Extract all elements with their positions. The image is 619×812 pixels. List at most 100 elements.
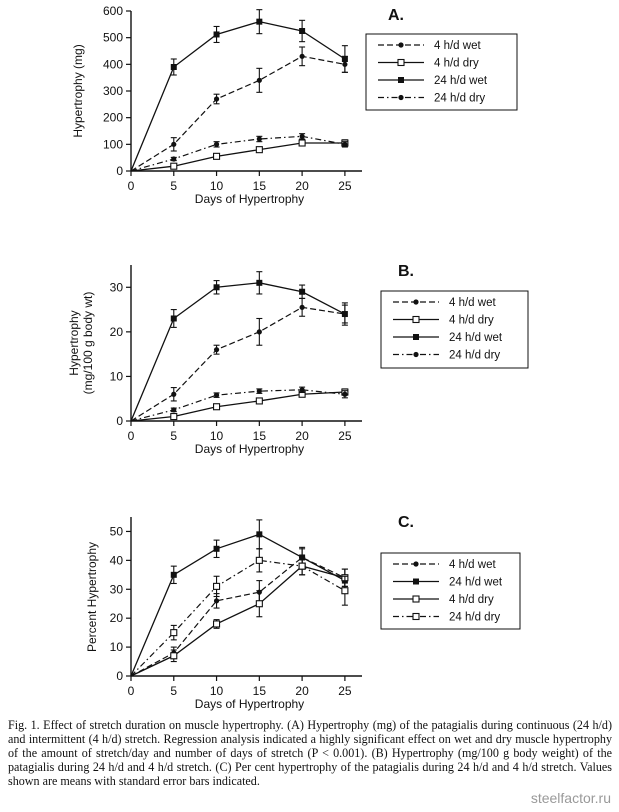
y-tick-label: 100 <box>103 137 123 151</box>
x-tick-label: 0 <box>128 684 135 698</box>
data-point <box>298 562 306 570</box>
legend-label: 4 h/d dry <box>449 315 494 327</box>
y-axis-label: Percent Hypertrophy <box>85 542 99 652</box>
y-tick-label: 10 <box>110 369 124 383</box>
data-point <box>213 403 221 411</box>
series-1 <box>130 548 348 677</box>
legend-marker <box>412 595 420 603</box>
data-point <box>170 162 178 170</box>
data-point <box>256 136 262 142</box>
series-4 <box>130 133 348 172</box>
data-point <box>213 620 221 628</box>
series-4 <box>130 386 348 422</box>
data-point <box>171 141 177 147</box>
legend-marker <box>413 578 419 585</box>
y-tick-label: 600 <box>103 4 123 18</box>
series-2 <box>130 388 349 422</box>
chart-panel-3: 0 10 20 30 40 50 0 5 10 15 20 25 Days of Hypertrophy… <box>85 514 521 711</box>
data-point <box>213 31 220 38</box>
x-tick-label: 15 <box>253 429 267 443</box>
x-axis-label: Days of Hypertrophy <box>195 192 304 206</box>
x-tick-label: 20 <box>295 429 309 443</box>
y-tick-label: 20 <box>110 325 124 339</box>
series-line <box>130 565 346 677</box>
series-line <box>130 282 346 422</box>
data-point <box>256 279 263 286</box>
legend: 4 h/d wet 4 h/d dry 24 h/d wet 24 h/d dry <box>380 290 529 369</box>
data-point <box>299 288 306 295</box>
data-point <box>255 397 263 405</box>
series-1 <box>130 297 348 422</box>
data-point <box>213 347 220 353</box>
panel-label: B. <box>398 263 414 280</box>
legend-marker <box>398 42 404 48</box>
series-4 <box>130 548 349 677</box>
chart-panel-1: 0 100 200 300 400 500 600 0 5 10 15 20 25 Days of Hyp… <box>71 4 518 206</box>
data-point <box>256 329 262 335</box>
x-tick-label: 0 <box>128 429 135 443</box>
data-point <box>171 156 177 162</box>
y-tick-label: 0 <box>116 669 123 683</box>
series-line <box>130 142 345 172</box>
legend-box <box>365 33 518 111</box>
data-point <box>170 652 178 660</box>
legend-label: 4 h/d dry <box>449 594 494 606</box>
panel-label: A. <box>388 7 404 24</box>
data-point <box>170 64 177 70</box>
x-tick-label: 15 <box>253 684 267 698</box>
data-point <box>171 391 177 397</box>
x-tick-label: 10 <box>210 429 224 443</box>
y-tick-label: 10 <box>110 640 124 654</box>
y-tick-label: 30 <box>110 280 124 294</box>
data-point <box>342 391 348 397</box>
x-tick-label: 20 <box>295 684 309 698</box>
y-tick-label: 400 <box>103 57 123 71</box>
legend-label: 4 h/d wet <box>434 40 481 52</box>
data-point <box>342 141 348 147</box>
series-line <box>130 55 345 172</box>
data-point <box>255 556 263 564</box>
series-line <box>130 533 346 677</box>
series-line <box>130 306 345 422</box>
y-tick-label: 200 <box>103 111 123 125</box>
data-point <box>256 77 262 83</box>
y-tick-label: 30 <box>110 582 124 596</box>
series-3 <box>130 271 348 422</box>
x-tick-label: 15 <box>253 179 267 193</box>
data-point <box>170 571 177 578</box>
data-point <box>299 387 305 393</box>
legend-box <box>380 552 521 630</box>
series-3 <box>130 9 348 172</box>
data-point <box>341 587 349 595</box>
data-point <box>341 311 348 318</box>
data-point <box>170 629 178 637</box>
data-point <box>255 600 263 608</box>
legend: 4 h/d wet 4 h/d dry 24 h/d wet 24 h/d dry <box>365 33 518 111</box>
data-point <box>256 388 262 394</box>
data-point <box>299 304 305 310</box>
y-tick-label: 50 <box>110 524 124 538</box>
x-tick-label: 10 <box>210 179 224 193</box>
data-point <box>299 28 306 34</box>
x-tick-label: 25 <box>338 684 352 698</box>
legend-marker <box>412 612 420 621</box>
series-line <box>130 391 345 422</box>
series-line <box>130 556 346 677</box>
data-point <box>213 582 221 590</box>
data-point <box>213 392 220 398</box>
series-2 <box>130 519 348 677</box>
series-1 <box>130 46 348 172</box>
y-tick-label: 20 <box>110 611 124 625</box>
legend-label: 24 h/d dry <box>434 93 485 105</box>
panel-label: C. <box>398 514 414 531</box>
legend-label: 24 h/d wet <box>434 75 488 87</box>
x-axis-label: Days of Hypertrophy <box>195 442 304 456</box>
x-axis-label: Days of Hypertrophy <box>195 697 304 711</box>
series-line <box>130 389 345 422</box>
legend-marker <box>413 351 419 358</box>
legend-marker <box>413 561 419 567</box>
watermark: steelfactor.ru <box>530 790 611 806</box>
data-point <box>341 56 348 62</box>
y-axis-label: Hypertrophy(mg/100 g body wt) <box>67 292 95 395</box>
legend-marker <box>413 299 419 305</box>
